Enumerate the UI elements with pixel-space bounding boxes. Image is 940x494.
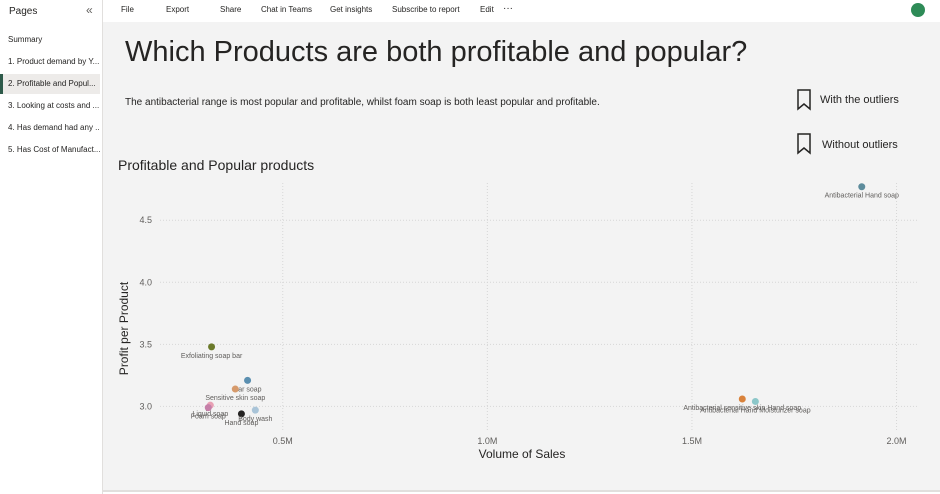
toolbar-button[interactable]: Chat in Teams [261,5,312,14]
pages-title: Pages [9,6,38,17]
page-tab[interactable]: 5. Has Cost of Manufact... [8,145,100,154]
bookmark-icon [797,133,811,155]
point-label: Antibacterial Hand soap [825,193,899,200]
y-tick-label: 3.0 [139,401,152,411]
x-tick-label: 0.5M [273,436,293,446]
chart-title: Profitable and Popular products [118,157,314,173]
point-label: Foam soap [191,414,226,421]
y-tick-label: 4.5 [139,215,152,225]
toolbar-button[interactable]: Get insights [330,5,373,14]
point-label: Hand soap [224,420,258,427]
data-point [244,376,252,384]
collapse-button[interactable]: « [86,3,93,17]
point-label: Antibacterial Hand Moisturizer soap [700,407,811,414]
page-tab[interactable]: Summary [8,35,43,44]
report-description: The antibacterial range is most popular … [125,97,600,108]
point-label: Sensitive skin soap [205,395,265,402]
page-tab[interactable]: 2. Profitable and Popul... [0,74,100,94]
data-point [751,397,759,405]
scatter-chart: Profitable and Popular products 3.0 3.5 4.0… [117,157,917,461]
y-tick-label: 3.5 [139,339,152,349]
point-label: Antibacterial sensitive skin Hand soap [683,405,801,412]
toolbar-button[interactable]: File [121,5,134,14]
bookmark-icon [797,89,811,111]
point-label: Liquid soap [192,411,228,418]
point-label: Exfoliating soap bar [181,353,243,360]
data-point [208,343,216,351]
page-tab[interactable]: 3. Looking at costs and ... [8,101,100,110]
report-canvas: Which Products are both profitable and p… [103,22,940,492]
toolbar-button[interactable]: Subscribe to report [392,5,460,14]
more-button[interactable]: ··· [503,3,513,14]
toolbar-button[interactable]: Edit [480,5,494,14]
data-point [251,406,259,414]
pages-pane: Pages « Summary 1. Product demand by Y..… [0,0,103,494]
y-axis-title: Profit per Product [117,281,131,375]
report-title: Which Products are both profitable and p… [125,36,748,68]
toolbar-button[interactable]: Share [220,5,242,14]
data-point [738,395,746,403]
toolbar-button[interactable]: Export [166,5,190,14]
x-tick-label: 2.0M [887,436,907,446]
x-tick-label: 1.5M [682,436,702,446]
refresh-icon[interactable] [911,3,925,17]
bookmark-button[interactable]: Without outliers [822,139,898,151]
x-axis-title: Volume of Sales [479,447,566,461]
data-point [237,410,245,418]
data-point [858,183,866,191]
data-point [204,404,212,412]
page-tab[interactable]: 4. Has demand had any ... [8,123,100,132]
x-tick-label: 1.0M [477,436,497,446]
point-label: Bar soap [234,386,262,393]
bookmark-button[interactable]: With the outliers [820,94,899,106]
y-tick-label: 4.0 [139,277,152,287]
data-point [231,385,239,393]
toolbar: File Export Share Chat in Teams Get insi… [103,0,940,22]
point-label: Body wash [238,416,272,423]
page-tab[interactable]: 1. Product demand by Y... [8,57,100,66]
